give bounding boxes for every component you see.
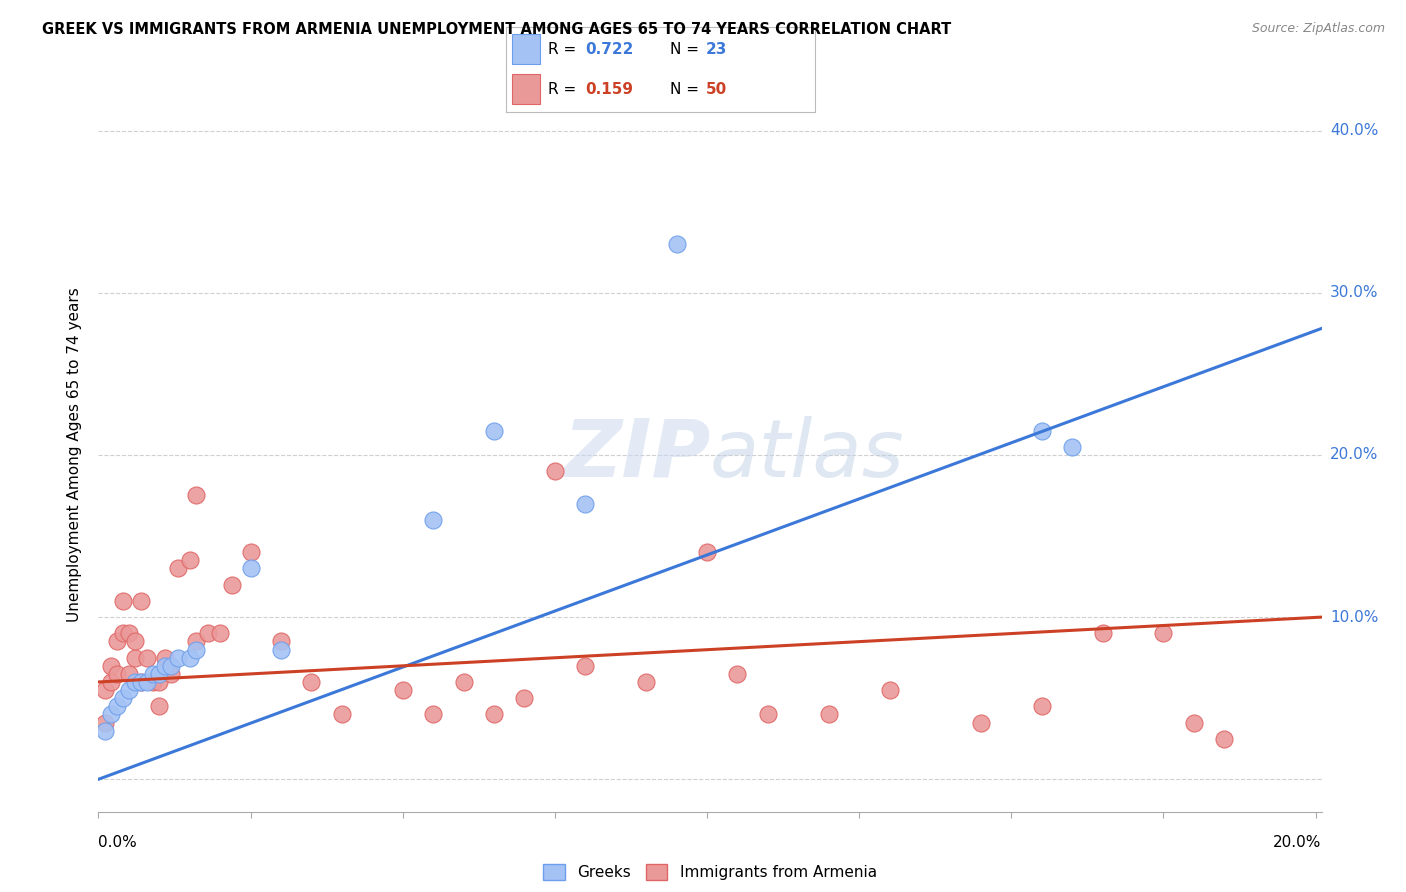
Point — [124, 650, 146, 665]
Point — [111, 594, 134, 608]
Text: Source: ZipAtlas.com: Source: ZipAtlas.com — [1251, 22, 1385, 36]
Text: atlas: atlas — [710, 416, 905, 494]
Bar — [512, 74, 540, 103]
Point — [239, 545, 262, 559]
Point — [124, 634, 146, 648]
Point — [148, 675, 170, 690]
Point — [118, 626, 141, 640]
Point — [482, 707, 505, 722]
Point — [136, 650, 159, 665]
Point — [148, 666, 170, 681]
Point — [817, 707, 839, 722]
Point — [574, 658, 596, 673]
Point — [184, 642, 207, 657]
Point — [879, 683, 901, 698]
Point — [142, 666, 165, 681]
Point — [111, 691, 134, 706]
Point — [129, 675, 152, 690]
Point — [93, 723, 115, 738]
Point — [544, 464, 567, 478]
Point — [1062, 440, 1084, 454]
Point — [725, 666, 748, 681]
Point — [93, 715, 115, 730]
Point — [129, 675, 152, 690]
Text: 40.0%: 40.0% — [1330, 123, 1378, 138]
Point — [148, 699, 170, 714]
Text: 10.0%: 10.0% — [1330, 609, 1378, 624]
Point — [100, 658, 122, 673]
Text: 30.0%: 30.0% — [1330, 285, 1378, 301]
Point — [482, 424, 505, 438]
Point — [574, 497, 596, 511]
Point — [166, 650, 188, 665]
Point — [105, 666, 128, 681]
Point — [197, 626, 219, 640]
Point — [1182, 715, 1205, 730]
Text: N =: N = — [671, 81, 704, 96]
Point — [1091, 626, 1114, 640]
Point — [111, 626, 134, 640]
Point — [665, 237, 688, 252]
Point — [391, 683, 413, 698]
Point — [160, 666, 183, 681]
Point — [118, 666, 141, 681]
Point — [179, 553, 201, 567]
Point — [970, 715, 993, 730]
Point — [756, 707, 779, 722]
Text: 0.722: 0.722 — [585, 42, 634, 57]
Text: GREEK VS IMMIGRANTS FROM ARMENIA UNEMPLOYMENT AMONG AGES 65 TO 74 YEARS CORRELAT: GREEK VS IMMIGRANTS FROM ARMENIA UNEMPLO… — [42, 22, 952, 37]
Point — [1152, 626, 1174, 640]
Point — [330, 707, 353, 722]
Point — [160, 658, 183, 673]
Text: 23: 23 — [706, 42, 727, 57]
Point — [270, 634, 292, 648]
Point — [129, 594, 152, 608]
Y-axis label: Unemployment Among Ages 65 to 74 years: Unemployment Among Ages 65 to 74 years — [67, 287, 83, 623]
Point — [299, 675, 322, 690]
Point — [100, 707, 122, 722]
Point — [93, 683, 115, 698]
Point — [105, 699, 128, 714]
Point — [155, 658, 177, 673]
Point — [166, 561, 188, 575]
Point — [636, 675, 658, 690]
Point — [453, 675, 475, 690]
Point — [105, 634, 128, 648]
Point — [422, 513, 444, 527]
Point — [155, 650, 177, 665]
Point — [124, 675, 146, 690]
Text: R =: R = — [548, 42, 581, 57]
Point — [422, 707, 444, 722]
Point — [1031, 699, 1053, 714]
Point — [136, 675, 159, 690]
Point — [209, 626, 232, 640]
Point — [142, 675, 165, 690]
Legend: Greeks, Immigrants from Armenia: Greeks, Immigrants from Armenia — [537, 858, 883, 886]
Text: R =: R = — [548, 81, 581, 96]
Point — [696, 545, 718, 559]
Text: 20.0%: 20.0% — [1330, 448, 1378, 462]
Point — [179, 650, 201, 665]
Text: N =: N = — [671, 42, 704, 57]
Text: 0.0%: 0.0% — [98, 836, 138, 850]
Text: 20.0%: 20.0% — [1274, 836, 1322, 850]
Point — [1213, 731, 1236, 746]
Text: ZIP: ZIP — [562, 416, 710, 494]
Point — [1031, 424, 1053, 438]
Point — [100, 675, 122, 690]
Point — [513, 691, 536, 706]
Point — [184, 634, 207, 648]
Point — [184, 488, 207, 502]
Bar — [512, 35, 540, 64]
Text: 0.159: 0.159 — [585, 81, 633, 96]
Point — [118, 683, 141, 698]
Point — [239, 561, 262, 575]
Point — [221, 577, 243, 591]
Text: 50: 50 — [706, 81, 727, 96]
Point — [270, 642, 292, 657]
